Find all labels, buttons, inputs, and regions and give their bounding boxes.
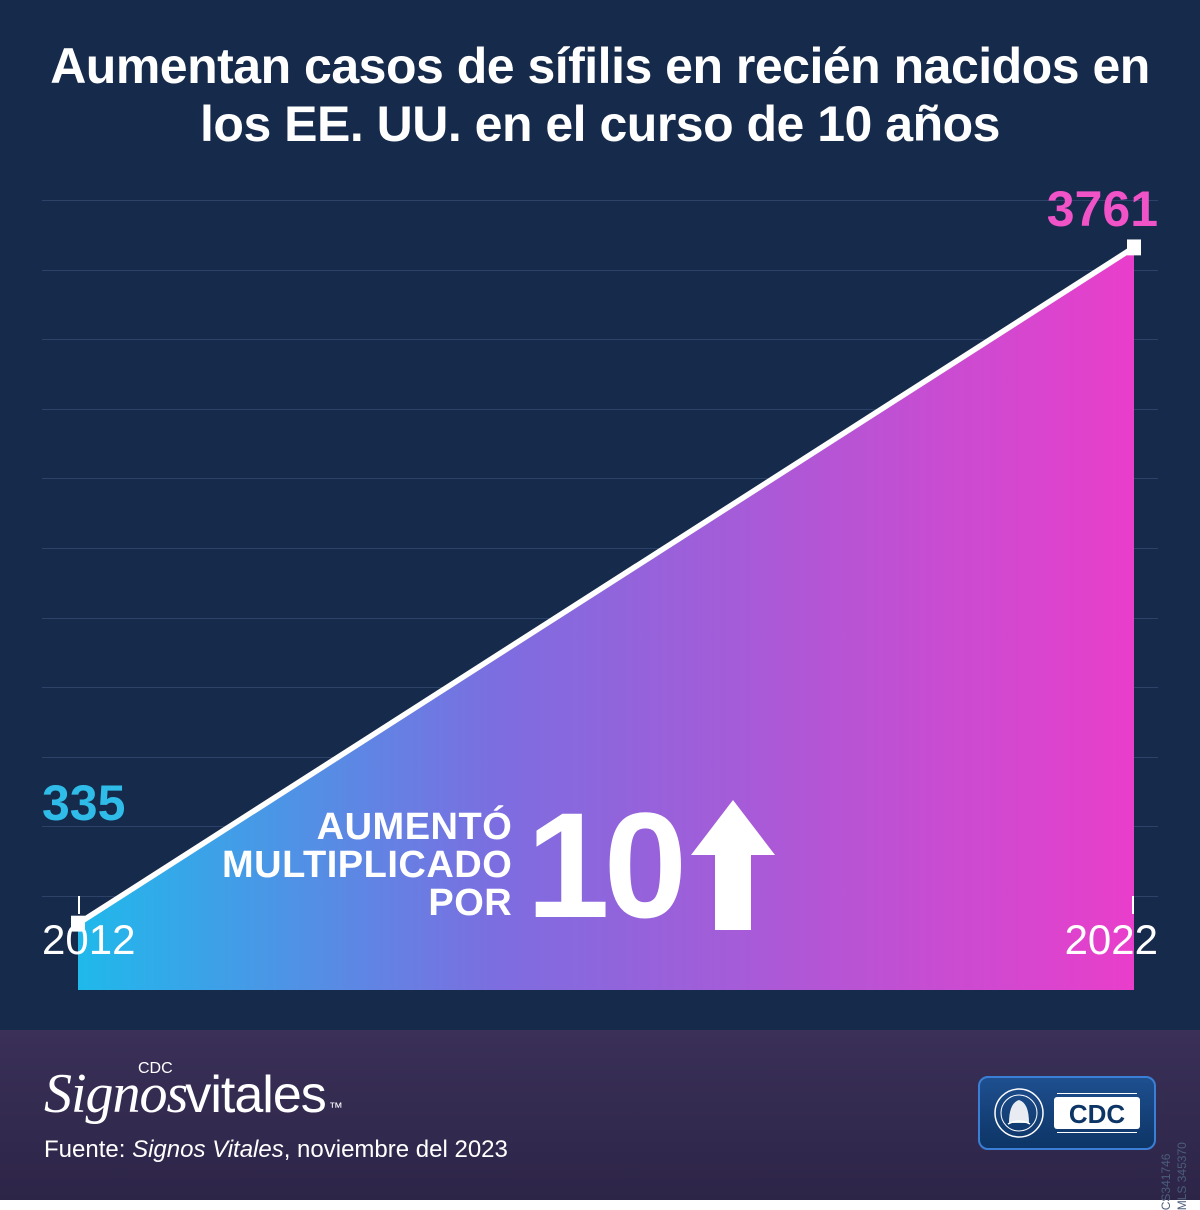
end-value-label: 3761 xyxy=(1047,180,1158,238)
brand-tm: ™ xyxy=(329,1099,343,1115)
x-label-end: 2022 xyxy=(1065,916,1158,964)
footer-left: CDC Signos vitales ™ Fuente: Signos Vita… xyxy=(44,1062,508,1164)
cdc-logo-box: CDC xyxy=(978,1076,1156,1150)
source-line: Fuente: Signos Vitales, noviembre del 20… xyxy=(44,1136,508,1164)
footer: CDC Signos vitales ™ Fuente: Signos Vita… xyxy=(0,1030,1200,1200)
end-marker xyxy=(1127,239,1141,255)
footer-inner: CDC Signos vitales ™ Fuente: Signos Vita… xyxy=(0,1030,1200,1192)
main-area: Aumentan casos de sífilis en recién naci… xyxy=(0,0,1200,1030)
brand-cdc: CDC xyxy=(138,1060,173,1078)
x-axis: 2012 2022 xyxy=(42,896,1158,970)
callout-line1: AUMENTÓ xyxy=(222,808,512,846)
start-value-label: 335 xyxy=(42,774,125,832)
brand-vitales: vitales xyxy=(185,1065,325,1125)
source-italic: Signos Vitales xyxy=(132,1136,284,1163)
callout-line2: MULTIPLICADO xyxy=(222,846,512,884)
area-chart: 335 3761 AUMENTÓ MULTIPLICADO POR 10 201… xyxy=(42,180,1158,970)
x-label-start: 2012 xyxy=(42,916,135,964)
page-root: Aumentan casos de sífilis en recién naci… xyxy=(0,0,1200,1200)
svg-text:CDC: CDC xyxy=(1069,1099,1126,1129)
source-suffix: , noviembre del 2023 xyxy=(284,1136,508,1163)
source-prefix: Fuente: xyxy=(44,1136,132,1163)
page-title: Aumentan casos de sífilis en recién naci… xyxy=(0,0,1200,153)
x-end-tick xyxy=(1132,896,1134,914)
brand-logo: CDC Signos vitales ™ xyxy=(44,1062,508,1126)
hhs-seal-icon xyxy=(994,1088,1044,1138)
cdc-logo-block: CDC xyxy=(978,1076,1156,1150)
cdc-wordmark-icon: CDC xyxy=(1054,1093,1140,1133)
x-start-tick xyxy=(78,896,80,914)
